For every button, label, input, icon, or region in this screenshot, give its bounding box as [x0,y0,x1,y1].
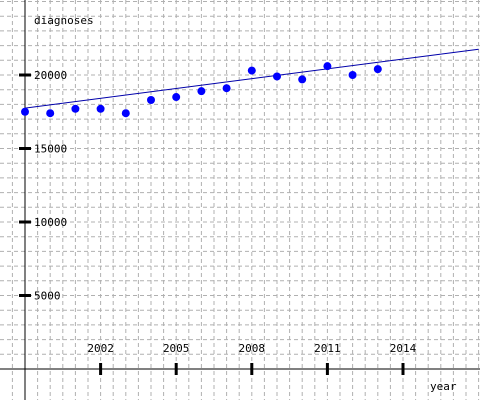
data-point [21,107,29,116]
data-point [172,93,181,102]
trendline-group [24,48,479,109]
data-point [298,75,307,84]
data-point [121,109,130,118]
x-tick-label: 2011 [314,342,341,355]
data-point [197,87,206,96]
x-tick-label: 2005 [163,342,190,355]
x-tick-label: 2008 [239,342,266,355]
ticks: 2002 2005 2008 2011 2014 5000 10000 15000 20000 [19,69,417,375]
data-point [222,84,231,93]
data-points [21,62,382,118]
x-tick-label: 2002 [87,342,114,355]
y-tick-label: 10000 [34,216,67,229]
y-tick-label: 15000 [34,143,67,156]
data-point [373,65,382,74]
x-axis-label: year [430,380,457,393]
trendline [24,48,479,109]
data-point [348,71,357,79]
data-point [96,104,105,113]
x-tick-label: 2014 [390,342,417,355]
data-point [247,66,256,75]
data-point [46,109,55,118]
y-tick-label: 20000 [34,69,67,82]
data-point [273,72,281,81]
data-point [323,62,332,71]
data-point [71,104,80,113]
data-point [147,95,155,104]
y-axis-label: diagnoses [34,14,94,27]
y-tick-label: 5000 [34,290,61,303]
